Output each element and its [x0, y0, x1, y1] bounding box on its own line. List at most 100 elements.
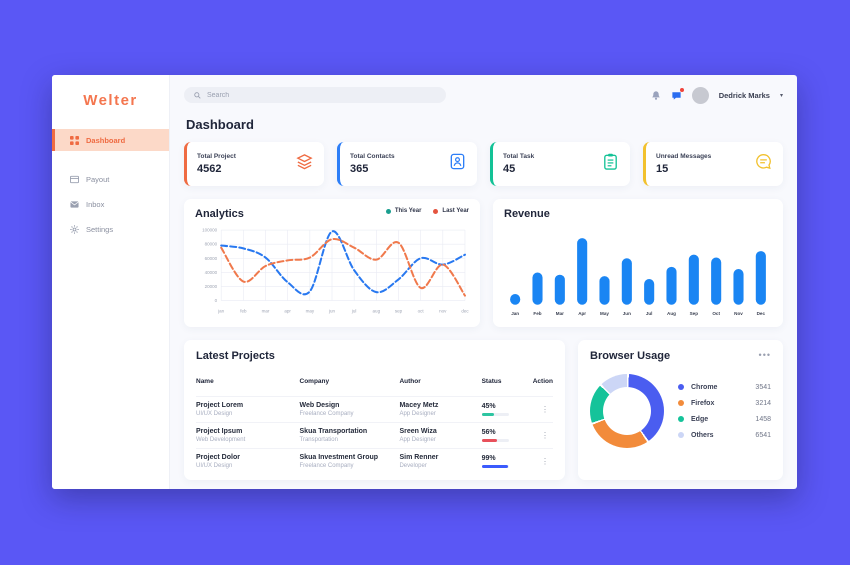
browser-usage-body: Chrome 3541 Firefox 3214 Edge 1458 Others 6541 — [590, 374, 771, 448]
row-action-menu-icon[interactable]: ⋮ — [540, 457, 549, 466]
stat-label: Total Contacts — [350, 153, 395, 160]
analytics-legend: This Year Last Year — [385, 208, 469, 214]
latest-projects-card: Latest Projects Name Company Author Status A… — [184, 340, 565, 480]
cell-author: Macey Metz App Designer — [399, 402, 481, 417]
author-text: Sim Renner — [399, 454, 439, 461]
browser-label: Firefox — [691, 399, 715, 407]
svg-text:Sep: Sep — [690, 311, 699, 316]
svg-text:Jan: Jan — [511, 311, 519, 316]
svg-text:jul: jul — [351, 309, 357, 314]
search-icon — [194, 91, 201, 99]
chat-notification-icon[interactable] — [671, 87, 684, 101]
search-box[interactable] — [184, 87, 446, 103]
column-header-author: Author — [399, 378, 421, 385]
svg-text:oct: oct — [418, 309, 425, 314]
sidebar-item-dashboard[interactable]: Dashboard — [52, 129, 169, 151]
layers-icon — [295, 152, 314, 176]
author-subtext: App Designer — [399, 411, 436, 417]
progress-track — [481, 413, 509, 416]
svg-text:jun: jun — [328, 309, 336, 314]
svg-text:100000: 100000 — [202, 228, 218, 233]
cell-company: Skua Investment Group Freelance Company — [300, 454, 400, 469]
svg-text:60000: 60000 — [205, 256, 218, 261]
chevron-down-icon[interactable]: ▾ — [779, 92, 783, 99]
browser-legend: Chrome 3541 Firefox 3214 Edge 1458 Others 6541 — [678, 384, 771, 439]
cell-name: Project Ipsum Web Development — [196, 428, 300, 443]
avatar[interactable] — [691, 86, 709, 104]
browser-legend-chrome: Chrome 3541 — [678, 384, 771, 391]
company-subtext: Freelance Company — [299, 463, 354, 469]
legend-dot — [678, 400, 684, 406]
cell-status: 99% — [481, 455, 525, 468]
sidebar-item-payout[interactable]: Payout — [52, 168, 169, 190]
ellipsis-menu-icon[interactable]: ••• — [758, 350, 771, 360]
browser-legend-firefox: Firefox 3214 — [678, 400, 771, 407]
progress-track — [481, 439, 509, 442]
sidebar-item-inbox[interactable]: Inbox — [52, 193, 169, 215]
stat-label: Unread Messages — [656, 153, 712, 160]
revenue-title: Revenue — [504, 208, 550, 220]
dashboard-window: Welter Dashboard Payout Inbox Settings — [52, 75, 797, 489]
user-name: Dedrick Marks — [718, 90, 770, 100]
status-percent: 99% — [481, 455, 496, 462]
legend-dot — [385, 208, 391, 214]
name-text: Project Dolor — [196, 454, 240, 461]
cell-company: Web Design Freelance Company — [300, 402, 400, 417]
legend-dot — [433, 208, 439, 214]
svg-text:Nov: Nov — [734, 311, 743, 316]
svg-text:feb: feb — [240, 309, 247, 314]
stat-card-total-contacts: Total Contacts 365 — [337, 142, 477, 186]
stat-value: 4562 — [197, 163, 222, 175]
svg-text:Mar: Mar — [556, 311, 564, 316]
sidebar-item-settings[interactable]: Settings — [52, 218, 169, 240]
svg-text:Jun: Jun — [623, 311, 631, 316]
progress-fill — [481, 439, 497, 442]
task-icon — [601, 152, 620, 176]
table-row: Project Dolor UI/UX Design Skua Investment… — [196, 449, 553, 474]
sidebar-item-label: Settings — [86, 224, 114, 234]
name-subtext: Web Development — [196, 437, 246, 443]
page-title: Dashboard — [186, 117, 254, 132]
name-subtext: UI/UX Design — [196, 411, 233, 417]
author-subtext: Developer — [399, 463, 427, 469]
svg-text:40000: 40000 — [205, 270, 218, 275]
legend-label: This Year — [394, 208, 422, 214]
search-input[interactable] — [207, 91, 436, 99]
stat-card-total-project: Total Project 4562 — [184, 142, 324, 186]
cell-author: Sim Renner Developer — [399, 454, 481, 469]
author-subtext: App Designer — [399, 437, 436, 443]
browser-label: Edge — [691, 415, 709, 423]
browser-value: 3541 — [755, 383, 771, 391]
legend-dot — [678, 384, 684, 390]
svg-text:mar: mar — [262, 309, 270, 314]
row-action-menu-icon[interactable]: ⋮ — [540, 431, 549, 440]
legend-label: Last Year — [442, 208, 469, 214]
browser-label: Others — [691, 431, 714, 439]
stat-value: 365 — [350, 163, 369, 175]
legend-last-year: Last Year — [433, 208, 469, 214]
svg-text:aug: aug — [373, 309, 381, 314]
browser-value: 3214 — [755, 399, 771, 407]
svg-text:Feb: Feb — [533, 311, 541, 316]
table-header-row: Name Company Author Status Action — [196, 370, 553, 397]
cell-company: Skua Transportation Transportation — [300, 428, 400, 443]
author-text: Macey Metz — [399, 402, 439, 409]
progress-track — [481, 465, 509, 468]
status-percent: 45% — [481, 403, 496, 410]
browser-label: Chrome — [691, 383, 718, 391]
name-subtext: UI/UX Design — [196, 463, 233, 469]
grid-icon — [70, 135, 79, 145]
stat-value: 15 — [656, 163, 669, 175]
bell-icon[interactable] — [651, 90, 661, 101]
name-text: Project Ipsum — [196, 428, 243, 435]
sidebar: Welter Dashboard Payout Inbox Settings — [52, 75, 170, 489]
sidebar-item-label: Inbox — [86, 199, 105, 209]
stat-card-total-task: Total Task 45 — [490, 142, 630, 186]
topbar: Dedrick Marks ▾ — [184, 75, 783, 115]
column-header-name: Name — [196, 378, 214, 385]
stat-label: Total Project — [197, 153, 236, 160]
analytics-title: Analytics — [195, 208, 244, 220]
main-area: Dedrick Marks ▾ Dashboard Total Project 4… — [170, 75, 797, 489]
contacts-icon — [448, 152, 467, 176]
row-action-menu-icon[interactable]: ⋮ — [540, 405, 549, 414]
